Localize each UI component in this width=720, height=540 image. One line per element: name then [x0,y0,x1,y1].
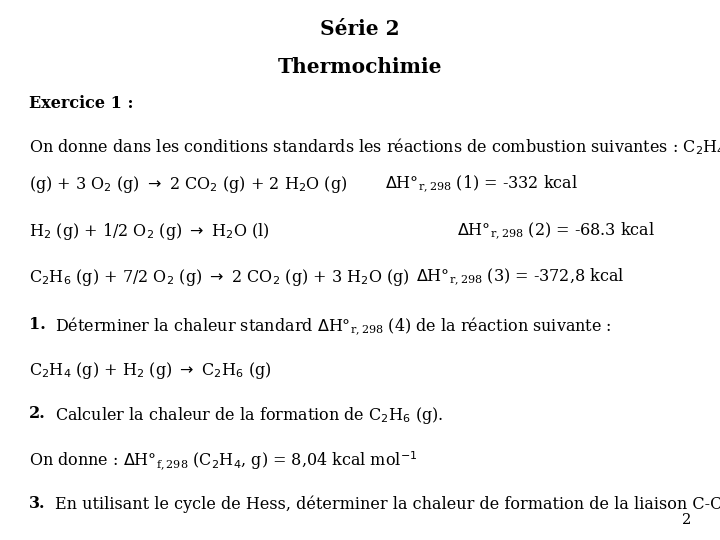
Text: Thermochimie: Thermochimie [278,57,442,77]
Text: C$_2$H$_4$ (g) + H$_2$ (g) $\rightarrow$ C$_2$H$_6$ (g): C$_2$H$_4$ (g) + H$_2$ (g) $\rightarrow$… [29,360,271,381]
Text: C$_2$H$_6$ (g) + 7/2 O$_2$ (g) $\rightarrow$ 2 CO$_2$ (g) + 3 H$_2$O (g): C$_2$H$_6$ (g) + 7/2 O$_2$ (g) $\rightar… [29,267,410,288]
Text: $\Delta$H°$_{\mathregular{r,298}}$ (2) = -68.3 kcal: $\Delta$H°$_{\mathregular{r,298}}$ (2) =… [457,221,655,242]
Text: (g) + 3 O$_2$ (g) $\rightarrow$ 2 CO$_2$ (g) + 2 H$_2$O (g): (g) + 3 O$_2$ (g) $\rightarrow$ 2 CO$_2$… [29,174,347,195]
Text: $\Delta$H°$_{\mathregular{r,298}}$ (3) = -372,8 kcal: $\Delta$H°$_{\mathregular{r,298}}$ (3) =… [416,267,624,288]
Text: 2: 2 [682,512,691,526]
Text: En utilisant le cycle de Hess, déterminer la chaleur de formation de la liaison : En utilisant le cycle de Hess, détermine… [55,495,720,513]
Text: Exercice 1 :: Exercice 1 : [29,94,133,111]
Text: 3.: 3. [29,495,45,512]
Text: On donne dans les conditions standards les réactions de combustion suivantes : C: On donne dans les conditions standards l… [29,137,720,157]
Text: Calculer la chaleur de la formation de C$_2$H$_6$ (g).: Calculer la chaleur de la formation de C… [55,404,444,426]
Text: Déterminer la chaleur standard $\Delta$H°$_{\mathregular{r,298}}$ (4) de la réac: Déterminer la chaleur standard $\Delta$H… [55,316,612,338]
Text: Série 2: Série 2 [320,19,400,39]
Text: H$_2$ (g) + 1/2 O$_2$ (g) $\rightarrow$ H$_2$O (l): H$_2$ (g) + 1/2 O$_2$ (g) $\rightarrow$ … [29,221,269,242]
Text: 1.: 1. [29,316,45,333]
Text: $\Delta$H°$_{\mathregular{r,298}}$ (1) = -332 kcal: $\Delta$H°$_{\mathregular{r,298}}$ (1) =… [385,174,578,195]
Text: 2.: 2. [29,404,45,422]
Text: On donne : $\Delta$H°$_{\mathregular{f,298}}$ (C$_2$H$_4$, g) = 8,04 kcal mol$^{: On donne : $\Delta$H°$_{\mathregular{f,2… [29,449,417,471]
